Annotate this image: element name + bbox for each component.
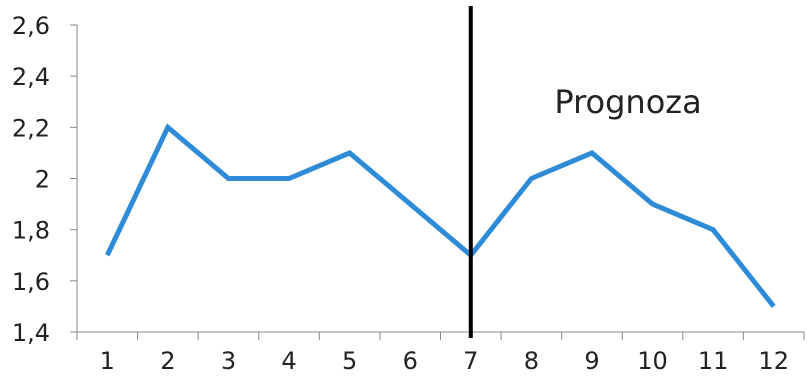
x-tick-label: 3 (221, 347, 236, 375)
x-tick-label: 4 (281, 347, 296, 375)
x-tick-label: 11 (698, 347, 729, 375)
y-tick-label: 2,6 (12, 12, 50, 40)
x-tick-label: 8 (524, 347, 539, 375)
x-tick-label: 2 (160, 347, 175, 375)
x-tick-label: 10 (637, 347, 668, 375)
y-tick-label: 1,4 (12, 319, 50, 347)
x-tick-label: 7 (463, 347, 478, 375)
y-axis: 1,4 1,6 1,8 2 2,2 2,4 2,6 (12, 12, 78, 347)
x-axis: 1 2 3 4 5 6 7 8 9 10 11 12 (76, 331, 805, 375)
x-tick-label: 6 (403, 347, 418, 375)
y-tick-label: 2,2 (12, 114, 50, 142)
x-tick-label: 5 (342, 347, 357, 375)
y-tick-label: 2,4 (12, 63, 50, 91)
x-tick-label: 12 (758, 347, 789, 375)
series-group (105, 123, 776, 308)
y-tick-label: 2 (35, 166, 50, 194)
x-tick-label: 1 (100, 347, 115, 375)
y-tick-label: 1,8 (12, 217, 50, 245)
forecast-annotation: Prognoza (554, 83, 701, 121)
x-tick-label: 9 (584, 347, 599, 375)
series-line (105, 123, 776, 308)
y-tick-label: 1,6 (12, 268, 50, 296)
